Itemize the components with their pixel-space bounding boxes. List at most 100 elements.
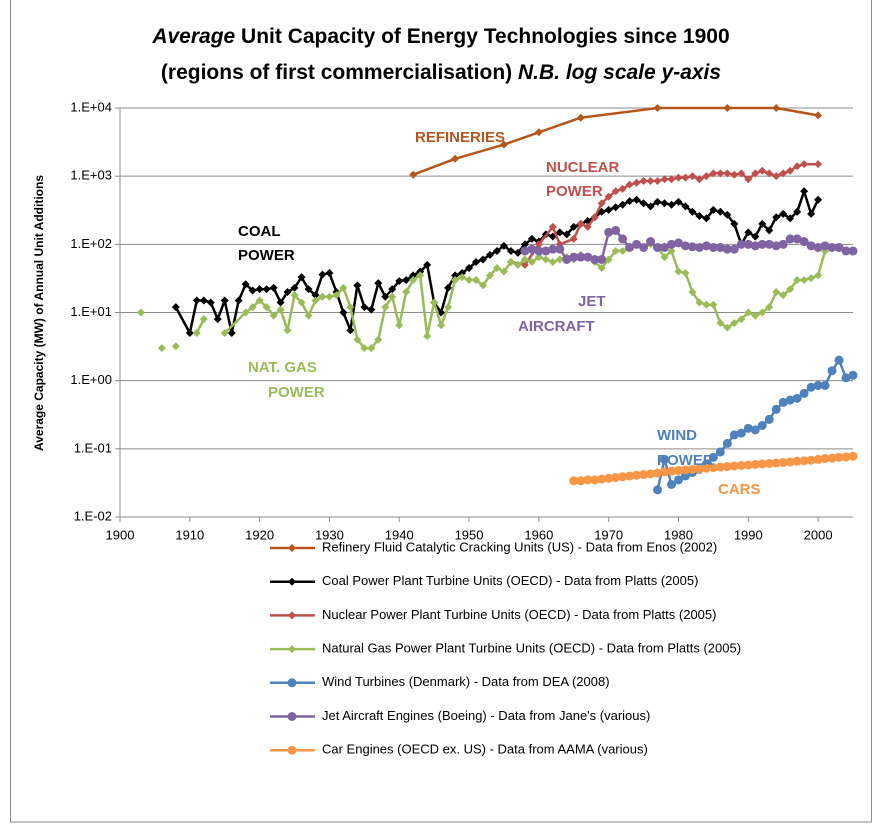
point	[814, 195, 823, 204]
point	[723, 210, 732, 219]
point	[673, 466, 683, 476]
point	[715, 242, 725, 252]
point	[729, 430, 739, 440]
point	[395, 321, 404, 330]
point	[716, 207, 725, 216]
x-tick-label: 1970	[594, 527, 623, 542]
point	[715, 447, 725, 457]
point	[758, 166, 767, 175]
point	[625, 180, 634, 189]
point	[660, 454, 670, 464]
point	[548, 258, 557, 267]
point	[639, 176, 648, 185]
point	[841, 452, 851, 462]
point	[673, 238, 683, 248]
point	[248, 286, 257, 295]
point	[255, 285, 264, 294]
point	[590, 213, 599, 222]
x-tick-label: 1910	[175, 527, 204, 542]
point	[597, 263, 606, 272]
point	[653, 104, 662, 112]
point	[248, 303, 257, 312]
point	[618, 184, 627, 193]
point	[288, 645, 296, 654]
point	[723, 104, 732, 112]
point	[674, 173, 683, 182]
point	[848, 246, 858, 256]
point	[227, 329, 236, 338]
x-tick-label: 1900	[106, 527, 135, 542]
point	[806, 455, 816, 465]
point	[744, 228, 753, 237]
point	[548, 244, 558, 254]
point	[751, 169, 760, 178]
point	[555, 228, 564, 237]
point	[722, 438, 732, 448]
point	[304, 311, 313, 320]
point	[771, 458, 781, 468]
point	[723, 169, 732, 178]
point	[562, 254, 572, 264]
point	[506, 246, 515, 255]
point	[806, 241, 816, 251]
legend-label: Jet Aircraft Engines (Boeing) - Data fro…	[322, 708, 650, 723]
point	[339, 283, 348, 292]
point	[695, 175, 704, 184]
point	[192, 329, 201, 338]
point	[604, 192, 613, 201]
point	[590, 254, 600, 264]
point	[276, 298, 285, 307]
point	[751, 311, 760, 320]
point	[555, 255, 564, 264]
point	[548, 222, 557, 231]
point	[778, 458, 788, 468]
point	[604, 205, 613, 214]
annotation: JET	[578, 293, 606, 310]
point	[772, 287, 781, 296]
point	[716, 319, 725, 328]
point	[688, 287, 697, 296]
legend-label: Refinery Fluid Catalytic Cracking Units …	[322, 539, 717, 554]
annotation: NAT. GAS	[248, 359, 317, 376]
point	[353, 335, 362, 344]
x-tick-label: 1930	[315, 527, 344, 542]
point	[479, 255, 488, 264]
point	[234, 296, 243, 305]
title-part: (regions of first commercialisation)	[161, 61, 518, 84]
point	[736, 428, 746, 438]
point	[813, 242, 823, 252]
point	[723, 323, 732, 332]
point	[297, 273, 306, 282]
x-tick-label: 1940	[385, 527, 414, 542]
point	[764, 458, 774, 468]
point	[814, 160, 823, 169]
point	[814, 111, 823, 120]
point	[618, 246, 627, 255]
title-part: Average	[151, 25, 235, 48]
point	[750, 459, 760, 469]
point	[792, 234, 802, 244]
point	[834, 452, 844, 462]
point	[674, 267, 683, 276]
point	[611, 246, 620, 255]
point	[653, 197, 662, 206]
point	[451, 275, 460, 284]
point	[555, 244, 565, 254]
y-tick-label: 1.E+04	[70, 99, 112, 114]
point	[437, 308, 446, 317]
y-axis-label: Average Capacity (MW) of Annual Unit Add…	[32, 175, 46, 451]
point	[583, 222, 592, 231]
point	[653, 176, 662, 185]
point	[479, 281, 488, 290]
point	[402, 275, 411, 284]
annotation: WIND	[657, 427, 697, 444]
point	[287, 712, 297, 721]
point	[800, 187, 809, 196]
point	[708, 242, 718, 252]
point	[632, 195, 641, 204]
point	[764, 414, 774, 424]
point	[625, 197, 634, 206]
point	[562, 230, 571, 239]
series-line	[510, 162, 819, 267]
